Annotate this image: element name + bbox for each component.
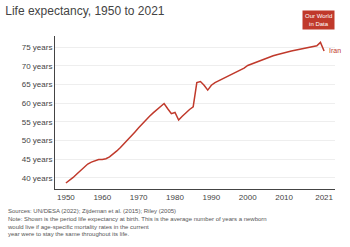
- svg-text:Sources: UN/DESA (2022); Zijde: Sources: UN/DESA (2022); Zijdeman et al.…: [7, 208, 267, 237]
- svg-text:40 years: 40 years: [22, 174, 53, 183]
- svg-text:2010: 2010: [275, 193, 293, 202]
- svg-text:1980: 1980: [166, 193, 184, 202]
- svg-text:1990: 1990: [202, 193, 220, 202]
- svg-text:Iran: Iran: [329, 47, 341, 54]
- svg-text:60 years: 60 years: [22, 99, 53, 108]
- svg-text:55 years: 55 years: [22, 118, 53, 127]
- svg-text:1960: 1960: [93, 193, 111, 202]
- svg-text:2021: 2021: [315, 193, 333, 202]
- svg-text:1950: 1950: [57, 193, 75, 202]
- svg-text:Life expectancy, 1950 to 2021: Life expectancy, 1950 to 2021: [5, 4, 165, 18]
- svg-text:45 years: 45 years: [22, 155, 53, 164]
- svg-text:65 years: 65 years: [22, 80, 53, 89]
- svg-text:2000: 2000: [239, 193, 257, 202]
- svg-text:50 years: 50 years: [22, 136, 53, 145]
- svg-text:70 years: 70 years: [22, 62, 53, 71]
- svg-text:Our Worldin Data: Our Worldin Data: [305, 13, 332, 27]
- svg-text:75 years: 75 years: [22, 43, 53, 52]
- svg-text:1970: 1970: [130, 193, 148, 202]
